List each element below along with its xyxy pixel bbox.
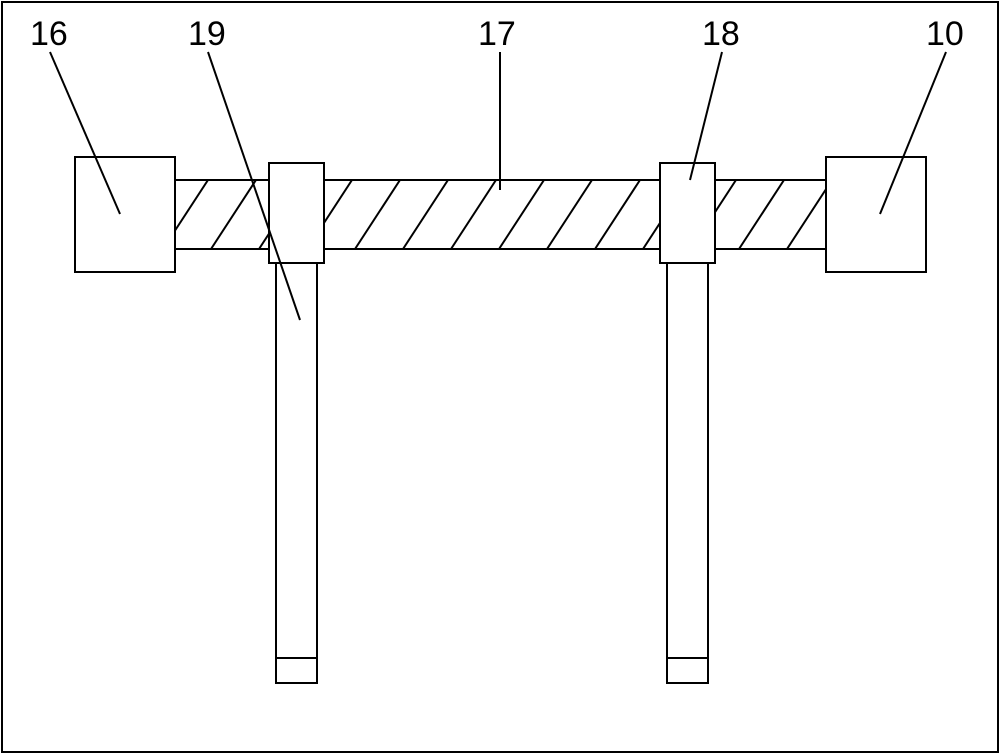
label-19: 19: [188, 15, 226, 53]
leader-18: [690, 52, 722, 180]
right-sleeve: [660, 163, 715, 263]
label-16: 16: [30, 15, 68, 53]
left-block: [75, 157, 175, 272]
right-arm: [667, 263, 708, 683]
left-sleeve: [269, 163, 324, 263]
left-arm: [276, 263, 317, 683]
right-block: [826, 157, 926, 272]
label-17: 17: [478, 15, 516, 53]
label-18: 18: [702, 15, 740, 53]
shaft: [115, 180, 928, 249]
label-10: 10: [926, 15, 964, 53]
